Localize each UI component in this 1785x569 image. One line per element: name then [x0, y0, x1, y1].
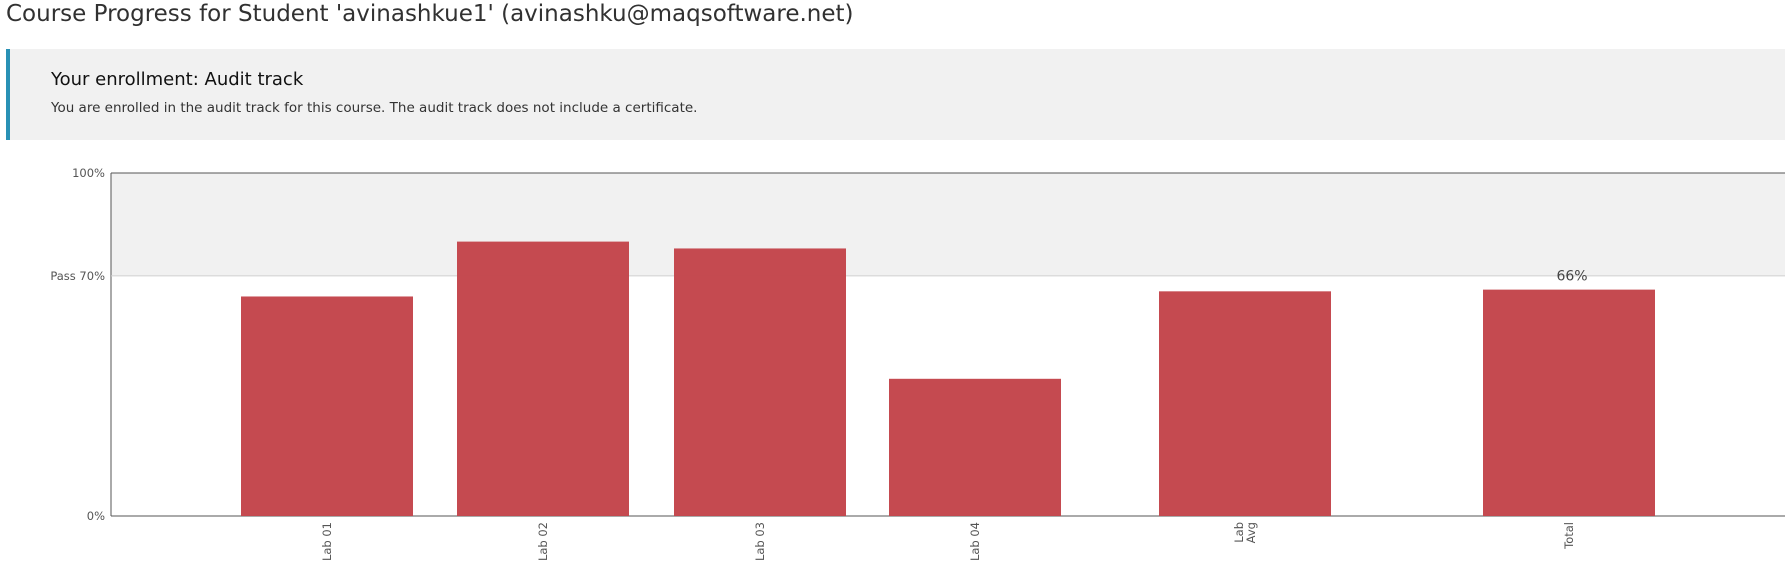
x-tick-label: Total: [1562, 522, 1576, 550]
bar-lab-01: [241, 296, 413, 516]
page-title: Course Progress for Student 'avinashkue1…: [6, 1, 854, 27]
bar-lab-avg: [1159, 291, 1331, 516]
x-tick-label: Lab 03: [753, 522, 767, 561]
bar-lab-02: [457, 241, 629, 516]
x-tick-label: Lab 04: [968, 522, 982, 561]
enrollment-message: Your enrollment: Audit track You are enr…: [6, 49, 1785, 140]
enrollment-description: You are enrolled in the audit track for …: [51, 100, 698, 116]
bar-lab-04: [889, 378, 1061, 516]
enrollment-title: Your enrollment: Audit track: [51, 69, 304, 90]
bar-lab-03: [674, 248, 846, 516]
bar-total: [1483, 289, 1655, 516]
total-annotation: 66%: [1556, 269, 1587, 285]
x-tick-label: Lab 02: [536, 522, 550, 561]
y-tick-label: 0%: [87, 509, 105, 523]
x-tick-label: Lab 01: [320, 522, 334, 561]
y-tick-label: 100%: [72, 166, 105, 180]
y-tick-label: Pass 70%: [50, 269, 105, 283]
x-tick-label: LabAvg: [1232, 522, 1258, 543]
pass-band: [111, 173, 1785, 276]
progress-chart: 100% Pass 70% 0% Lab 01 Lab 02 Lab 03 Lab 04 La…: [50, 166, 1785, 561]
